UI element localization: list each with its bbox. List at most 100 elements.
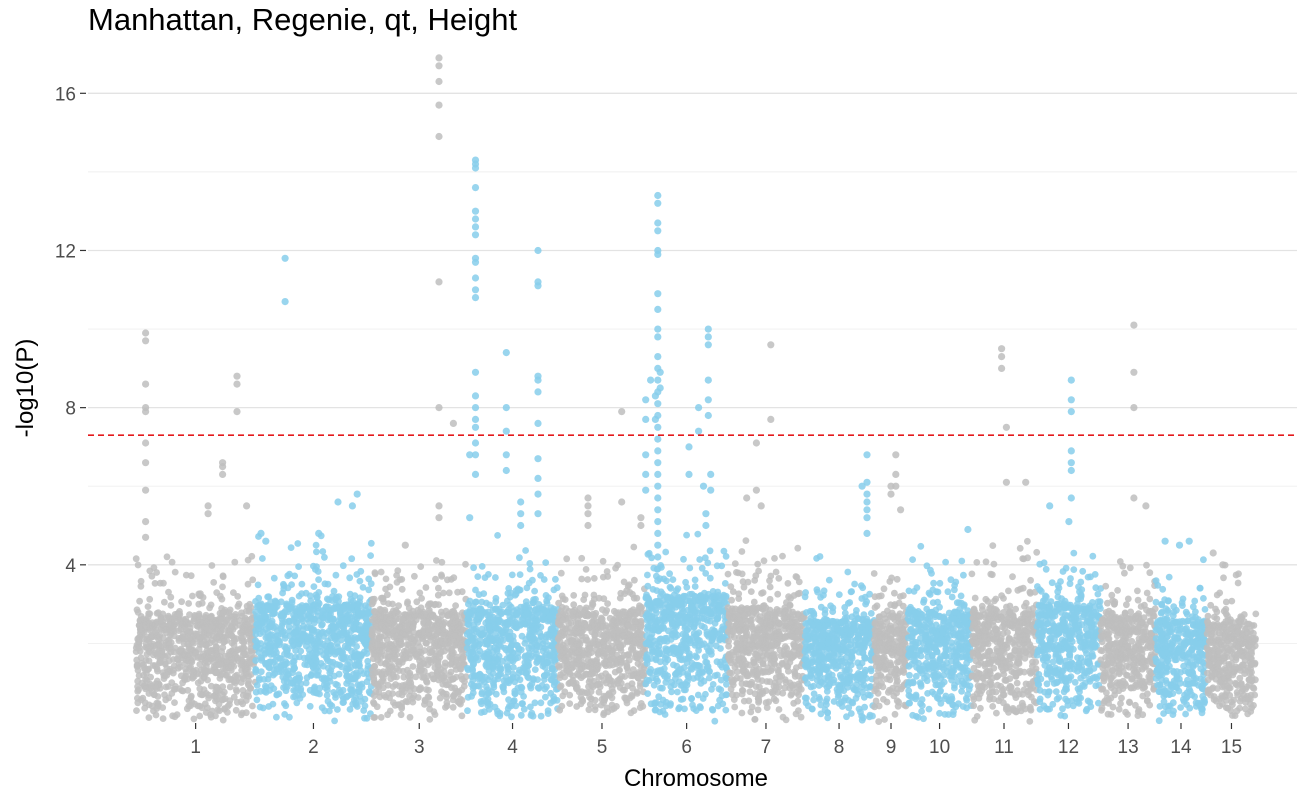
- variant-point: [234, 602, 242, 610]
- variant-point: [431, 642, 438, 650]
- variant-point: [218, 648, 226, 655]
- variant-point: [399, 682, 406, 689]
- variant-point: [662, 548, 670, 556]
- variant-point: [578, 554, 586, 562]
- variant-point: [375, 634, 383, 642]
- variant-point: [559, 595, 567, 603]
- variant-point: [612, 564, 619, 572]
- variant-point: [496, 663, 504, 671]
- variant-point: [384, 620, 392, 628]
- variant-point: [222, 652, 229, 660]
- variant-point: [290, 616, 297, 623]
- variant-point: [738, 690, 746, 698]
- variant-point: [792, 642, 800, 650]
- peak-point: [584, 494, 592, 502]
- variant-point: [424, 661, 432, 669]
- variant-point: [195, 600, 203, 608]
- variant-point: [747, 680, 755, 688]
- variant-point: [306, 633, 314, 640]
- variant-point: [279, 673, 287, 681]
- peak-point: [584, 502, 592, 510]
- variant-point: [546, 642, 554, 649]
- variant-point: [534, 657, 541, 665]
- variant-point: [208, 707, 216, 715]
- variant-point: [518, 616, 526, 623]
- variant-point: [493, 634, 501, 642]
- variant-point: [427, 612, 434, 620]
- peak-point: [257, 529, 265, 538]
- variant-point: [591, 706, 599, 714]
- variant-point: [198, 655, 205, 663]
- variant-point: [313, 593, 321, 601]
- variant-point: [182, 665, 190, 673]
- variant-point: [278, 610, 285, 618]
- variant-point: [358, 697, 365, 705]
- variant-point: [307, 614, 315, 622]
- variant-point: [291, 664, 298, 672]
- variant-point: [647, 634, 655, 642]
- variant-point: [197, 590, 204, 598]
- variant-point: [404, 672, 412, 680]
- variant-point: [462, 560, 469, 568]
- variant-point: [363, 642, 370, 650]
- variant-point: [177, 647, 184, 655]
- variant-point: [298, 635, 305, 642]
- variant-point: [164, 652, 172, 659]
- variant-point: [359, 628, 366, 636]
- variant-point: [231, 637, 238, 645]
- peak-point: [707, 470, 715, 478]
- variant-point: [244, 580, 252, 588]
- peak-point: [471, 207, 480, 215]
- variant-point: [531, 666, 539, 673]
- peak-point: [435, 502, 443, 510]
- variant-point: [433, 557, 440, 564]
- peak-point: [642, 470, 650, 478]
- variant-point: [716, 636, 724, 643]
- variant-point: [249, 702, 256, 710]
- variant-point: [566, 700, 574, 707]
- variant-point: [365, 586, 373, 594]
- variant-point: [722, 553, 730, 560]
- variant-point: [427, 636, 434, 644]
- variant-point: [289, 680, 297, 688]
- variant-point: [694, 530, 702, 538]
- variant-point: [406, 692, 413, 700]
- variant-point: [310, 562, 317, 570]
- variant-point: [511, 690, 519, 698]
- peak-point: [517, 521, 525, 530]
- variant-point: [132, 555, 140, 563]
- variant-point: [578, 575, 586, 583]
- variant-point: [411, 572, 418, 580]
- variant-point: [136, 597, 144, 605]
- variant-point: [504, 668, 512, 676]
- variant-point: [683, 583, 691, 591]
- variant-point: [595, 663, 602, 670]
- variant-point: [280, 628, 287, 635]
- variant-point: [434, 627, 442, 635]
- peak-point: [471, 258, 480, 266]
- variant-point: [506, 702, 513, 710]
- peak-point: [142, 533, 150, 541]
- variant-point: [167, 593, 175, 601]
- peak-point: [219, 463, 227, 471]
- variant-point: [512, 623, 520, 631]
- variant-point: [683, 531, 690, 539]
- variant-point: [137, 582, 145, 590]
- variant-point: [295, 677, 303, 684]
- variant-point: [342, 667, 350, 675]
- variant-point: [237, 711, 245, 719]
- variant-point: [594, 680, 602, 688]
- variant-point: [220, 609, 227, 617]
- variant-point: [307, 672, 315, 679]
- variant-point: [416, 685, 423, 693]
- variant-point: [738, 709, 746, 717]
- peak-point: [654, 553, 662, 561]
- variant-point: [328, 647, 336, 655]
- variant-point: [350, 670, 357, 678]
- variant-point: [148, 572, 156, 580]
- variant-point: [509, 674, 517, 681]
- variant-point: [340, 699, 347, 706]
- peak-point: [654, 482, 662, 490]
- peak-point: [142, 459, 150, 467]
- variant-point: [348, 627, 355, 635]
